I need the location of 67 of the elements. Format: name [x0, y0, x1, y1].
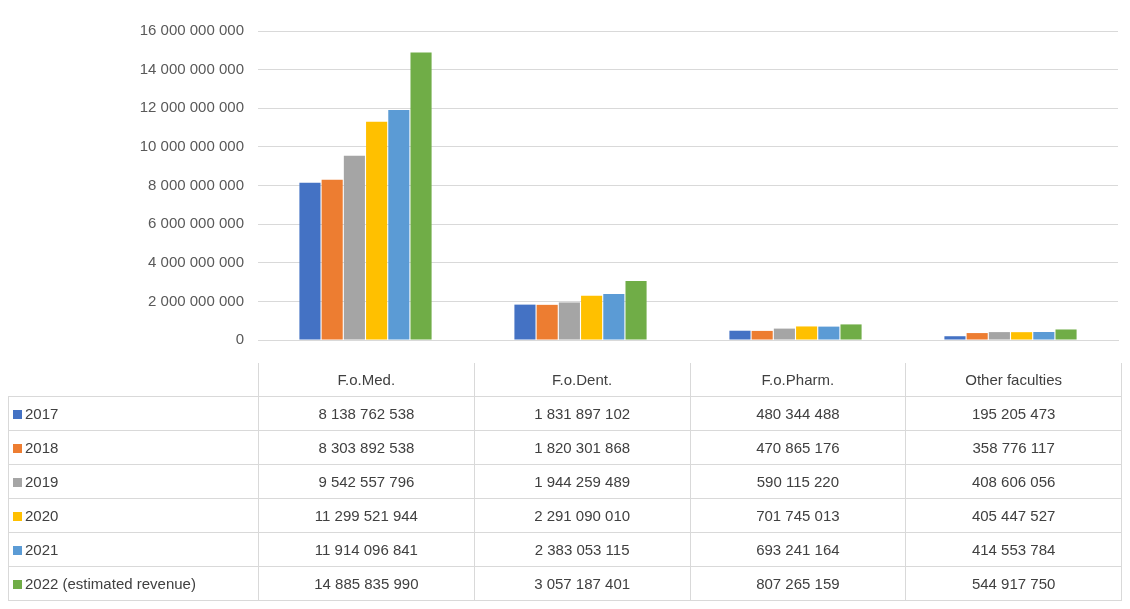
- bar: [514, 304, 536, 340]
- data-label: 11 299 521 944: [258, 498, 475, 533]
- bar: [1055, 329, 1077, 340]
- legend-label: 2021: [25, 541, 59, 558]
- data-label: 2 291 090 010: [474, 498, 690, 533]
- bar: [388, 109, 410, 340]
- legend-label: 2022 (estimated revenue): [25, 575, 196, 592]
- x-tick-label: F.o.Pharm.: [690, 363, 906, 397]
- bar: [966, 333, 988, 340]
- legend-label: 2017: [25, 405, 59, 422]
- data-label: 195 205 473: [905, 396, 1122, 431]
- legend-label: 2018: [25, 439, 59, 456]
- bar: [410, 52, 432, 340]
- bar: [321, 179, 343, 340]
- y-tick-label: 16 000 000 000: [139, 21, 244, 39]
- x-tick-label: F.o.Dent.: [474, 363, 690, 397]
- bar: [751, 330, 773, 340]
- data-label: 14 885 835 990: [258, 566, 475, 601]
- data-label: 9 542 557 796: [258, 464, 475, 499]
- bar: [581, 295, 603, 340]
- data-label: 544 917 750: [905, 566, 1122, 601]
- bar: [818, 326, 840, 340]
- data-label: 408 606 056: [905, 464, 1122, 499]
- data-label: 8 303 892 538: [258, 430, 475, 465]
- bar: [840, 324, 862, 340]
- y-tick-label: 12 000 000 000: [139, 98, 244, 116]
- y-tick-label: 0: [235, 330, 244, 348]
- bar: [988, 332, 1010, 340]
- bar: [536, 304, 558, 340]
- data-label: 1 831 897 102: [474, 396, 690, 431]
- data-label: 2 383 053 115: [474, 532, 690, 567]
- y-tick-label: 2 000 000 000: [148, 291, 244, 309]
- bar: [773, 328, 795, 340]
- legend-label: 2020: [25, 507, 59, 524]
- x-tick-label: Other faculties: [905, 363, 1122, 397]
- bar: [729, 330, 751, 340]
- bar: [1033, 331, 1055, 340]
- data-label: 807 265 159: [690, 566, 906, 601]
- data-label: 3 057 187 401: [474, 566, 690, 601]
- bar: [366, 121, 388, 340]
- data-label: 693 241 164: [690, 532, 906, 567]
- bar: [558, 302, 580, 340]
- bar: [625, 280, 647, 340]
- data-label: 590 115 220: [690, 464, 906, 499]
- bar: [603, 293, 625, 340]
- data-label: 470 865 176: [690, 430, 906, 465]
- legend-label: 2019: [25, 473, 59, 490]
- bar: [1011, 332, 1033, 340]
- data-label: 405 447 527: [905, 498, 1122, 533]
- data-label: 701 745 013: [690, 498, 906, 533]
- x-tick-label: F.o.Med.: [258, 363, 475, 397]
- y-tick-label: 10 000 000 000: [139, 137, 244, 155]
- y-tick-label: 14 000 000 000: [139, 59, 244, 77]
- bar: [796, 326, 818, 340]
- data-label: 414 553 784: [905, 532, 1122, 567]
- data-label: 480 344 488: [690, 396, 906, 431]
- bar: [343, 155, 365, 340]
- y-tick-label: 6 000 000 000: [148, 214, 244, 232]
- data-label: 1 820 301 868: [474, 430, 690, 465]
- y-tick-label: 4 000 000 000: [148, 252, 244, 270]
- y-tick-label: 8 000 000 000: [148, 175, 244, 193]
- data-label: 8 138 762 538: [258, 396, 475, 431]
- data-label: 11 914 096 841: [258, 532, 475, 567]
- bar: [944, 336, 966, 340]
- data-label: 1 944 259 489: [474, 464, 690, 499]
- bar: [299, 182, 321, 340]
- data-label: 358 776 117: [905, 430, 1122, 465]
